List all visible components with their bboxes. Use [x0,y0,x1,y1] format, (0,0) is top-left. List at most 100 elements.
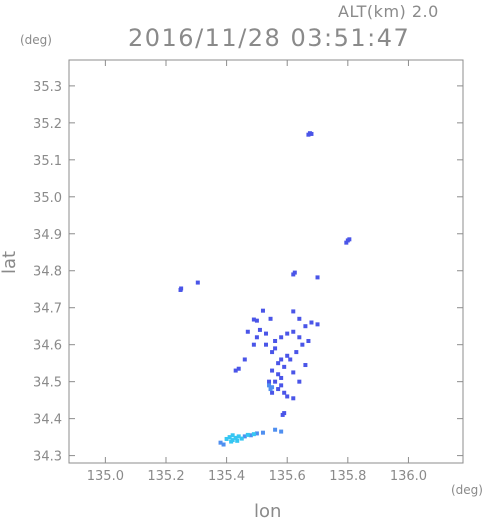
y-axis-unit: (deg) [20,33,52,47]
y-tick-label: 35.0 [33,191,62,206]
data-point [233,368,238,373]
data-point [248,433,253,438]
data-point [242,357,247,362]
data-point [270,385,275,390]
data-point [267,383,272,388]
x-axis-label: lon [254,501,282,522]
data-point [279,429,284,434]
y-tick-label: 35.2 [33,117,62,132]
data-point [291,272,296,277]
x-tick-label: 135.2 [147,469,184,484]
data-point [279,335,284,340]
y-tick-label: 34.3 [33,450,62,465]
data-point [276,372,281,377]
x-tick-label: 135.4 [208,469,245,484]
data-point [236,366,241,371]
data-point [245,432,250,437]
data-point [227,435,232,440]
y-tick-label: 34.9 [33,228,62,243]
data-point [242,434,247,439]
y-tick-label: 35.1 [33,154,62,169]
data-point [279,357,284,362]
data-point [297,316,302,321]
data-point [264,342,268,347]
data-point [270,390,275,395]
data-point [315,275,320,280]
data-point [254,431,259,436]
data-point [239,436,244,441]
data-point [178,287,183,292]
data-point [347,237,352,242]
data-point [251,317,256,322]
data-point [273,338,278,343]
data-point [279,375,284,380]
data-point [288,357,293,362]
data-point [303,363,308,368]
data-point [297,379,302,384]
data-point [221,442,226,447]
plot-border [68,59,464,464]
data-point [294,350,299,355]
data-point [303,324,308,329]
data-point [273,379,278,384]
data-point [273,346,278,351]
axis-ticks: 135.0 135.2 135.4 135.6 135.8 136.0 34.3 34.4 34… [33,60,463,484]
data-point [245,329,250,334]
data-point [260,430,265,435]
y-tick-label: 34.5 [33,376,62,391]
data-point [273,427,278,432]
data-point [300,342,305,347]
data-point [218,440,223,445]
data-point [270,350,275,355]
data-point [254,335,259,340]
data-point [276,361,281,366]
y-tick-label: 35.3 [33,80,62,95]
x-tick-label: 135.6 [269,469,306,484]
y-tick-label: 34.7 [33,302,62,317]
data-point [282,411,287,416]
data-point [285,394,290,399]
data-point [291,309,296,314]
data-point [254,318,259,323]
x-tick-label: 135.8 [329,469,366,484]
data-point [270,368,275,373]
data-point [306,132,311,137]
data-points [178,131,352,447]
data-point [285,331,290,336]
data-point [282,390,287,395]
data-point [264,331,268,336]
data-point [291,329,296,334]
data-point [276,387,281,392]
data-point [251,432,256,437]
data-point [230,433,235,438]
data-point [315,322,320,327]
data-point [309,131,314,136]
data-point [309,320,314,325]
data-point [297,335,302,340]
data-point [282,364,287,369]
data-point [251,342,256,347]
data-point [344,240,349,245]
plot-frame [68,59,464,464]
data-point [236,434,241,439]
data-point [291,396,296,401]
y-tick-label: 34.8 [33,265,62,280]
data-point [235,438,240,443]
data-point [195,280,200,285]
data-point [291,370,296,375]
data-point [260,308,265,313]
y-tick-label: 34.6 [33,339,62,354]
chart-title-datetime: 2016/11/28 03:51:47 [128,24,411,52]
x-tick-label: 136.0 [390,469,427,484]
x-tick-label: 135.0 [87,469,124,484]
data-point [224,436,229,441]
data-point [285,353,290,358]
data-point [257,327,262,332]
data-point [229,439,234,444]
data-point [267,379,272,384]
x-axis-unit: (deg) [451,483,483,497]
y-tick-label: 34.4 [33,413,62,428]
altitude-label: ALT(km) 2.0 [338,2,439,21]
data-point [268,316,273,321]
